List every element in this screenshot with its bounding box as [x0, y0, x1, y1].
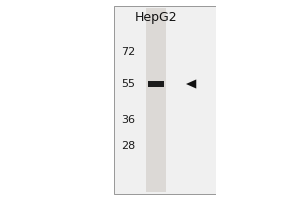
Text: 28: 28	[121, 141, 135, 151]
Bar	[216, 0, 300, 200]
Bar	[148, 81, 164, 87]
Text: 72: 72	[121, 47, 135, 57]
Bar	[114, 6, 216, 194]
Text: 55: 55	[121, 79, 135, 89]
Bar	[146, 8, 166, 192]
Polygon shape	[186, 79, 196, 89]
Text: 36: 36	[121, 115, 135, 125]
Text: HepG2: HepG2	[135, 11, 177, 24]
